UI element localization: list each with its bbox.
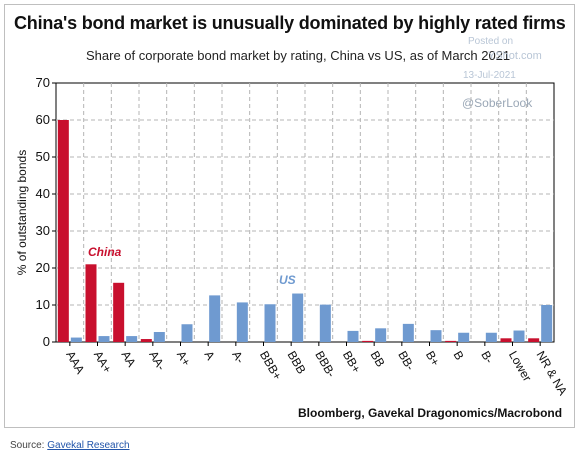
series-label-china: China [88,245,122,259]
x-tick-label: BB+ [340,349,364,376]
chart-subtitle: Share of corporate bond market by rating… [86,48,511,63]
x-tick-label: B [451,349,467,363]
chart-source-credit: Bloomberg, Gavekal Dragonomics/Macrobond [298,406,563,420]
source-prefix: Source: [10,440,48,451]
bar-us [458,332,470,342]
y-tick-label: 40 [36,186,50,201]
bar-us [541,305,553,342]
chart-title: China's bond market is unusually dominat… [14,13,566,33]
x-tick-label: AA+ [91,349,115,376]
y-tick-label: 20 [36,260,50,275]
bar-us [319,304,331,342]
bar-us [347,330,359,342]
x-tick-label: AA- [146,349,168,373]
bar-china [528,338,540,342]
y-tick-label: 50 [36,149,50,164]
x-tick-label: B+ [423,349,443,369]
bar-us [264,304,276,342]
x-tick-label: AA [119,349,139,370]
bar-china [113,282,125,342]
bar-us [70,337,82,342]
source-link[interactable]: Gavekal Research [47,440,130,451]
watermark-handle: @SoberLook [462,96,533,110]
bar-china [85,264,97,342]
bar-us [513,330,525,342]
bar-us [430,330,442,342]
bar-us [292,293,304,342]
bar-us [98,336,110,342]
bar-us [126,336,138,342]
bar-us [485,332,497,342]
x-tick-label: BBB [285,349,309,377]
x-tick-label: BBB+ [257,349,285,383]
x-tick-label: BB [368,349,388,370]
bar-us [209,295,221,342]
y-tick-label: 70 [36,75,50,90]
y-tick-label: 10 [36,297,50,312]
x-tick-label: B- [478,349,496,366]
bar-china [140,339,152,342]
bar-us [402,323,414,342]
watermark-site: YShot.com [488,50,542,62]
watermark-date: 13-Jul-2021 [463,70,516,81]
watermark-posted: Posted on [468,36,514,47]
series-label-us: US [279,273,296,287]
x-tick-label: A+ [174,349,194,369]
x-tick-label: A [202,349,218,363]
y-axis-label: % of outstanding bonds [15,150,29,275]
y-tick-label: 30 [36,223,50,238]
x-tick-label: AAA [63,349,87,377]
bar-us [153,332,165,342]
bar-china [362,340,374,342]
chart-frame [4,4,575,428]
bar-us [236,302,248,342]
bar-china [445,340,457,342]
bar-china [500,338,512,342]
bar-us [375,328,387,342]
bar-us [181,324,193,342]
x-tick-label: A- [229,349,247,366]
x-tick-label: BB- [395,349,417,373]
x-tick-label: BBB- [312,349,338,380]
y-tick-label: 60 [36,112,50,127]
x-tick-label: NR & NA [534,349,570,398]
bar-china [57,120,69,342]
source-footer: Source: Gavekal Research [10,440,130,451]
y-tick-label: 0 [43,334,50,349]
x-tick-label: Lower [506,349,534,384]
